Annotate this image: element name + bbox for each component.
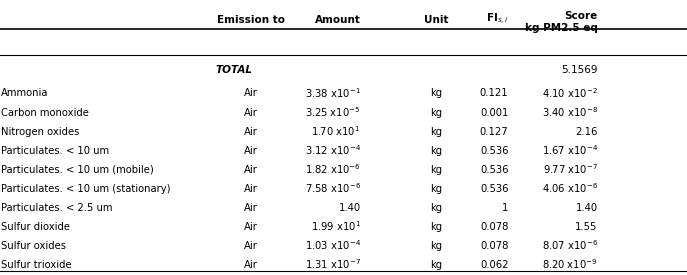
Text: kg: kg — [430, 241, 442, 251]
Text: 1.40: 1.40 — [576, 202, 598, 213]
Text: 1.55: 1.55 — [575, 222, 598, 232]
Text: Particulates. < 10 um: Particulates. < 10 um — [1, 145, 109, 156]
Text: Sulfur oxides: Sulfur oxides — [1, 241, 67, 251]
Text: kg: kg — [430, 145, 442, 156]
Text: kg: kg — [430, 222, 442, 232]
Text: Ammonia: Ammonia — [1, 89, 49, 98]
Text: kg: kg — [430, 260, 442, 270]
Text: Air: Air — [244, 202, 258, 213]
Text: 0.536: 0.536 — [480, 145, 508, 156]
Text: 9.77 x10$^{-7}$: 9.77 x10$^{-7}$ — [543, 163, 598, 177]
Text: Air: Air — [244, 108, 258, 117]
Text: Air: Air — [244, 126, 258, 136]
Text: kg: kg — [430, 183, 442, 194]
Text: Air: Air — [244, 183, 258, 194]
Text: kg: kg — [430, 89, 442, 98]
Text: Particulates. < 10 um (stationary): Particulates. < 10 um (stationary) — [1, 183, 171, 194]
Text: 8.07 x10$^{-6}$: 8.07 x10$^{-6}$ — [541, 239, 598, 252]
Text: 1.99 x10$^{1}$: 1.99 x10$^{1}$ — [311, 220, 361, 233]
Text: kg: kg — [430, 126, 442, 136]
Text: FI$_{s,i}$: FI$_{s,i}$ — [486, 12, 508, 28]
Text: 4.10 x10$^{-2}$: 4.10 x10$^{-2}$ — [542, 87, 598, 100]
Text: Emission to: Emission to — [217, 15, 284, 25]
Text: 3.12 x10$^{-4}$: 3.12 x10$^{-4}$ — [304, 144, 361, 157]
Text: 1.31 x10$^{-7}$: 1.31 x10$^{-7}$ — [305, 258, 361, 271]
Text: 0.121: 0.121 — [480, 89, 508, 98]
Text: Sulfur dioxide: Sulfur dioxide — [1, 222, 70, 232]
Text: Particulates. < 10 um (mobile): Particulates. < 10 um (mobile) — [1, 164, 154, 175]
Text: Air: Air — [244, 241, 258, 251]
Text: TOTAL: TOTAL — [215, 65, 252, 75]
Text: Air: Air — [244, 222, 258, 232]
Text: 1.03 x10$^{-4}$: 1.03 x10$^{-4}$ — [304, 239, 361, 252]
Text: 5.1569: 5.1569 — [561, 65, 598, 75]
Text: Air: Air — [244, 89, 258, 98]
Text: kg: kg — [430, 164, 442, 175]
Text: 0.062: 0.062 — [480, 260, 508, 270]
Text: 0.536: 0.536 — [480, 183, 508, 194]
Text: 3.40 x10$^{-8}$: 3.40 x10$^{-8}$ — [541, 106, 598, 119]
Text: 8.20 x10$^{-9}$: 8.20 x10$^{-9}$ — [542, 258, 598, 271]
Text: Nitrogen oxides: Nitrogen oxides — [1, 126, 80, 136]
Text: Sulfur trioxide: Sulfur trioxide — [1, 260, 72, 270]
Text: Air: Air — [244, 164, 258, 175]
Text: Air: Air — [244, 260, 258, 270]
Text: kg: kg — [430, 108, 442, 117]
Text: 0.001: 0.001 — [480, 108, 508, 117]
Text: 1.70 x10$^{1}$: 1.70 x10$^{1}$ — [311, 125, 361, 138]
Text: Particulates. < 2.5 um: Particulates. < 2.5 um — [1, 202, 113, 213]
Text: kg: kg — [430, 202, 442, 213]
Text: Score: Score — [565, 11, 598, 21]
Text: 3.25 x10$^{-5}$: 3.25 x10$^{-5}$ — [305, 106, 361, 119]
Text: 1: 1 — [502, 202, 508, 213]
Text: 0.536: 0.536 — [480, 164, 508, 175]
Text: Amount: Amount — [315, 15, 361, 25]
Text: 0.127: 0.127 — [480, 126, 508, 136]
Text: Carbon monoxide: Carbon monoxide — [1, 108, 89, 117]
Text: 0.078: 0.078 — [480, 241, 508, 251]
Text: 3.38 x10$^{-1}$: 3.38 x10$^{-1}$ — [305, 87, 361, 100]
Text: 0.078: 0.078 — [480, 222, 508, 232]
Text: 1.82 x10$^{-6}$: 1.82 x10$^{-6}$ — [305, 163, 361, 177]
Text: kg PM2.5 eq: kg PM2.5 eq — [525, 23, 598, 33]
Text: 2.16: 2.16 — [575, 126, 598, 136]
Text: 1.67 x10$^{-4}$: 1.67 x10$^{-4}$ — [541, 144, 598, 157]
Text: Unit: Unit — [424, 15, 449, 25]
Text: 7.58 x10$^{-6}$: 7.58 x10$^{-6}$ — [304, 182, 361, 196]
Text: 4.06 x10$^{-6}$: 4.06 x10$^{-6}$ — [541, 182, 598, 196]
Text: Air: Air — [244, 145, 258, 156]
Text: 1.40: 1.40 — [339, 202, 361, 213]
